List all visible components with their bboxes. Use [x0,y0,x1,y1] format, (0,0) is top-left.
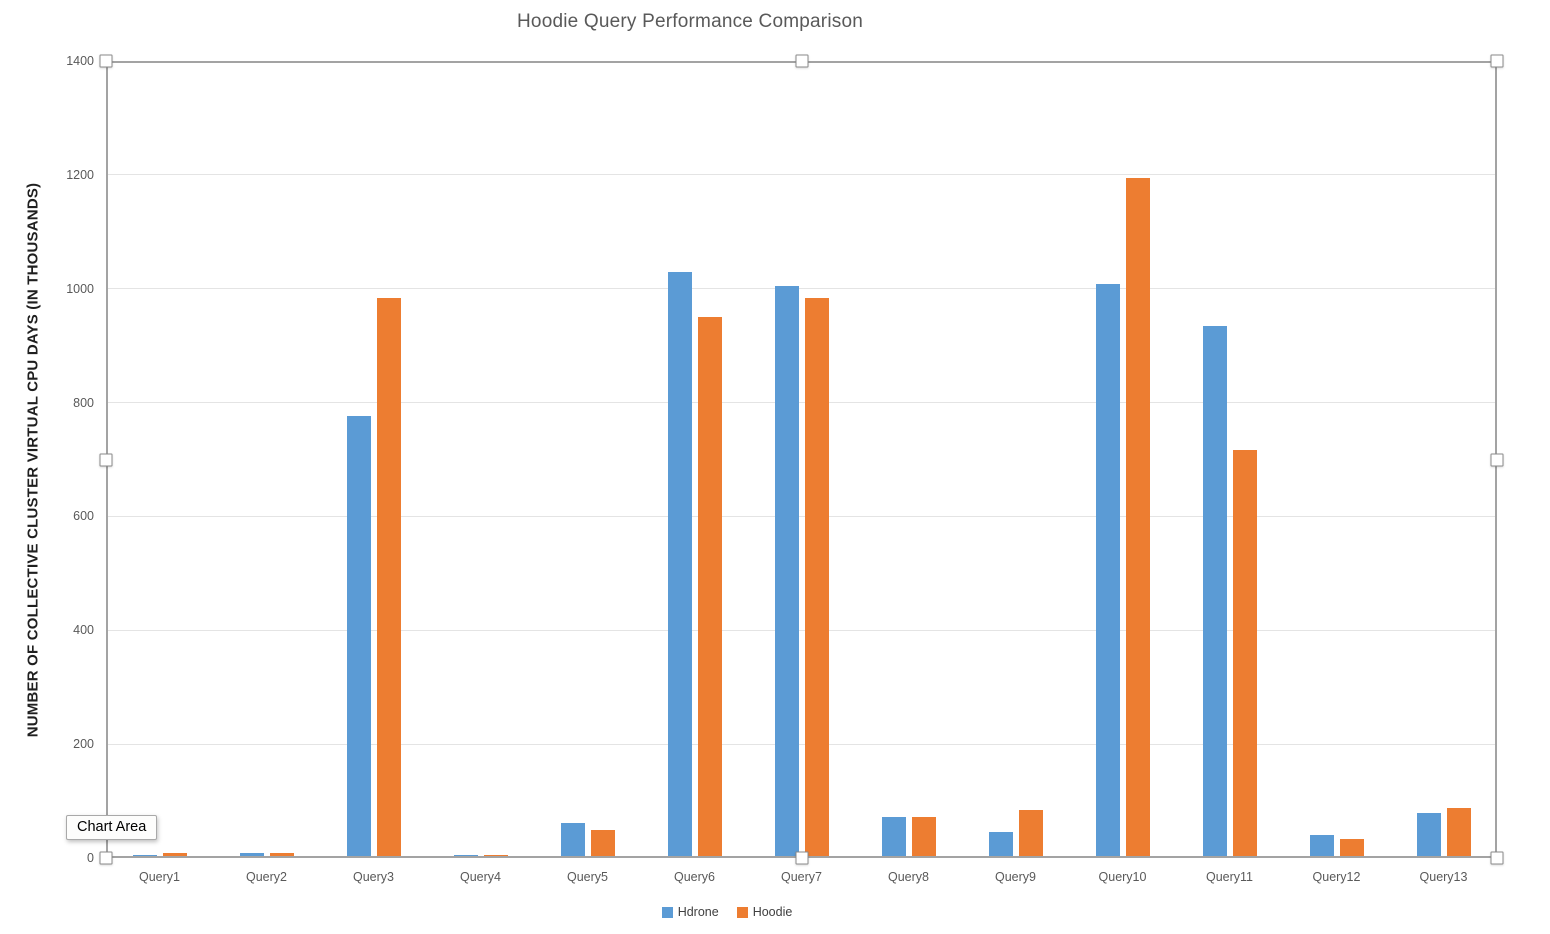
bar-hoodie-query12[interactable] [1339,839,1364,858]
bar-hdrone-query10[interactable] [1095,284,1120,858]
selection-handle-top-right[interactable] [1490,54,1504,68]
legend-swatch-hoodie [736,906,748,918]
bar-hoodie-query8[interactable] [911,817,936,858]
x-tick-label-query2: Query2 [246,870,287,884]
bar-hoodie-query2[interactable] [269,852,294,858]
bar-hdrone-query6[interactable] [667,272,692,858]
bar-hdrone-query3[interactable] [346,416,371,858]
selection-handle-top-middle[interactable] [795,54,808,68]
y-tick-label-200: 200 [73,737,94,752]
legend-label-hdrone: Hdrone [677,905,719,919]
selection-handle-top-left[interactable] [99,54,113,68]
chart-area-tooltip: Chart Area [66,815,158,840]
bar-hoodie-query5[interactable] [590,829,615,858]
bar-hdrone-query9[interactable] [988,831,1013,858]
bar-hdrone-query12[interactable] [1309,835,1334,858]
bar-hoodie-query9[interactable] [1018,810,1043,858]
x-tick-label-query13: Query13 [1419,870,1468,884]
gridline-200 [106,743,1497,745]
bar-hoodie-query10[interactable] [1125,178,1150,858]
bar-hdrone-query8[interactable] [881,817,906,858]
gridline-400 [106,629,1497,631]
selection-handle-bottom-middle[interactable] [795,851,808,865]
x-tick-label-query1: Query1 [139,870,180,884]
gridline-1000 [106,288,1497,290]
x-tick-label-query7: Query7 [781,870,822,884]
gridline-800 [106,402,1497,404]
gridline-600 [106,515,1497,517]
bar-hdrone-query5[interactable] [560,822,585,858]
x-tick-label-query11: Query11 [1205,870,1253,884]
y-tick-label-0: 0 [87,851,94,865]
y-tick-label-1000: 1000 [66,281,94,296]
bar-hoodie-query13[interactable] [1446,807,1471,858]
y-tick-label-1400: 1400 [66,54,94,68]
legend-item-hdrone[interactable]: Hdrone [661,905,719,919]
chart-title[interactable]: Hoodie Query Performance Comparison [517,11,863,32]
legend-item-hoodie[interactable]: Hoodie [736,905,793,919]
x-tick-label-query9: Query9 [995,870,1036,884]
gridline-1200 [106,174,1497,176]
selection-handle-middle-right[interactable] [1490,453,1504,466]
bar-hdrone-query11[interactable] [1202,326,1227,858]
selection-handle-bottom-right[interactable] [1490,851,1504,865]
bar-hoodie-query6[interactable] [697,317,722,858]
selection-handle-middle-left[interactable] [99,453,113,466]
legend-swatch-hdrone [661,906,673,918]
bar-hdrone-query7[interactable] [774,286,799,858]
y-tick-label-800: 800 [73,395,94,410]
bar-hoodie-query1[interactable] [162,852,187,858]
x-tick-label-query8: Query8 [888,870,929,884]
y-axis-title[interactable]: NUMBER OF COLLECTIVE CLUSTER VIRTUAL CPU… [24,182,42,738]
bar-hoodie-query11[interactable] [1232,450,1257,858]
y-tick-label-600: 600 [73,509,94,524]
bar-hoodie-query7[interactable] [804,298,829,858]
x-tick-label-query12: Query12 [1312,870,1361,884]
legend: Hdrone Hoodie [0,905,1454,919]
x-tick-label-query10: Query10 [1098,870,1147,884]
bar-hoodie-query3[interactable] [376,298,401,858]
y-tick-label-400: 400 [73,623,94,638]
x-tick-label-query6: Query6 [674,870,715,884]
x-tick-label-query3: Query3 [353,870,394,884]
plot-area[interactable] [106,61,1497,858]
bar-hdrone-query2[interactable] [239,852,264,858]
bar-hdrone-query13[interactable] [1416,813,1441,858]
selection-handle-bottom-left[interactable] [99,851,113,865]
legend-label-hoodie: Hoodie [752,905,793,919]
y-tick-label-1200: 1200 [66,167,94,182]
x-tick-label-query4: Query4 [460,870,501,884]
x-tick-label-query5: Query5 [567,870,608,884]
